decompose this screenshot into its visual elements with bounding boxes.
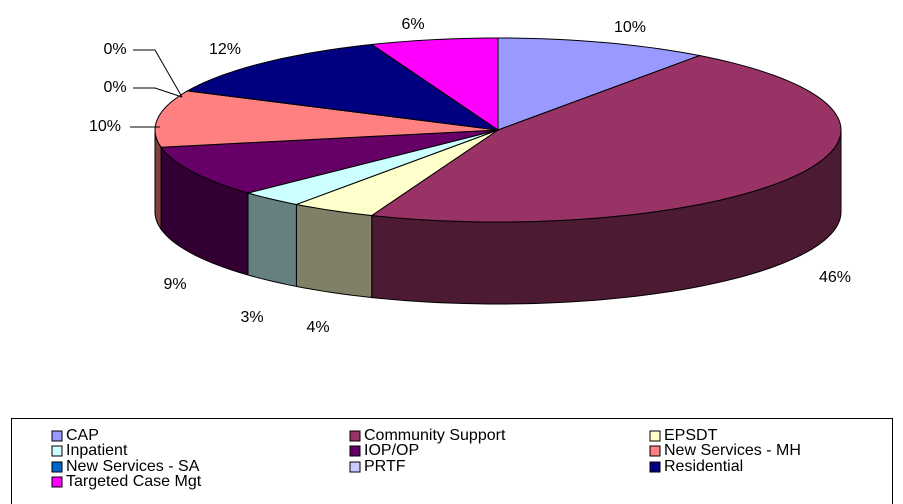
legend-label: PRTF xyxy=(364,458,406,475)
legend-label: CAP xyxy=(66,427,99,444)
slice xyxy=(160,129,499,194)
data-label: 6% xyxy=(401,16,424,33)
slice-side xyxy=(247,192,297,288)
legend-swatch xyxy=(349,430,361,442)
data-label: 0% xyxy=(103,41,126,58)
slice xyxy=(497,37,702,131)
legend-box xyxy=(11,418,893,504)
data-label: 10% xyxy=(614,19,646,36)
legend-label: Inpatient xyxy=(66,442,128,459)
legend-label: Targeted Case Mgt xyxy=(66,473,202,490)
legend-label: New Services - SA xyxy=(66,458,200,475)
slice xyxy=(154,90,499,148)
slice xyxy=(370,55,842,223)
legend-swatch xyxy=(51,430,63,442)
legend-label: EPSDT xyxy=(664,427,718,444)
leader-line xyxy=(133,87,183,98)
slice-side xyxy=(295,203,373,299)
data-label: 0% xyxy=(103,79,126,96)
slice xyxy=(246,129,499,205)
data-label: 46% xyxy=(819,269,851,286)
data-label: 12% xyxy=(209,41,241,58)
legend-swatch xyxy=(649,445,661,457)
slice xyxy=(186,43,499,131)
slice xyxy=(294,129,499,217)
leader-line xyxy=(133,49,183,98)
data-label: 9% xyxy=(163,276,186,293)
legend-label: New Services - MH xyxy=(664,442,801,459)
legend-label: Residential xyxy=(664,458,743,475)
slice xyxy=(370,37,499,131)
data-label: 10% xyxy=(89,118,121,135)
legend-label: Community Support xyxy=(364,427,506,444)
legend-swatch xyxy=(349,445,361,457)
legend-swatch xyxy=(51,476,63,488)
legend-label: IOP/OP xyxy=(364,442,419,459)
legend-swatch xyxy=(349,461,361,473)
legend-swatch xyxy=(649,430,661,442)
legend-swatch xyxy=(51,461,63,473)
legend-swatch xyxy=(51,445,63,457)
data-label: 4% xyxy=(306,319,329,336)
data-label: 3% xyxy=(240,309,263,326)
legend-swatch xyxy=(649,461,661,473)
